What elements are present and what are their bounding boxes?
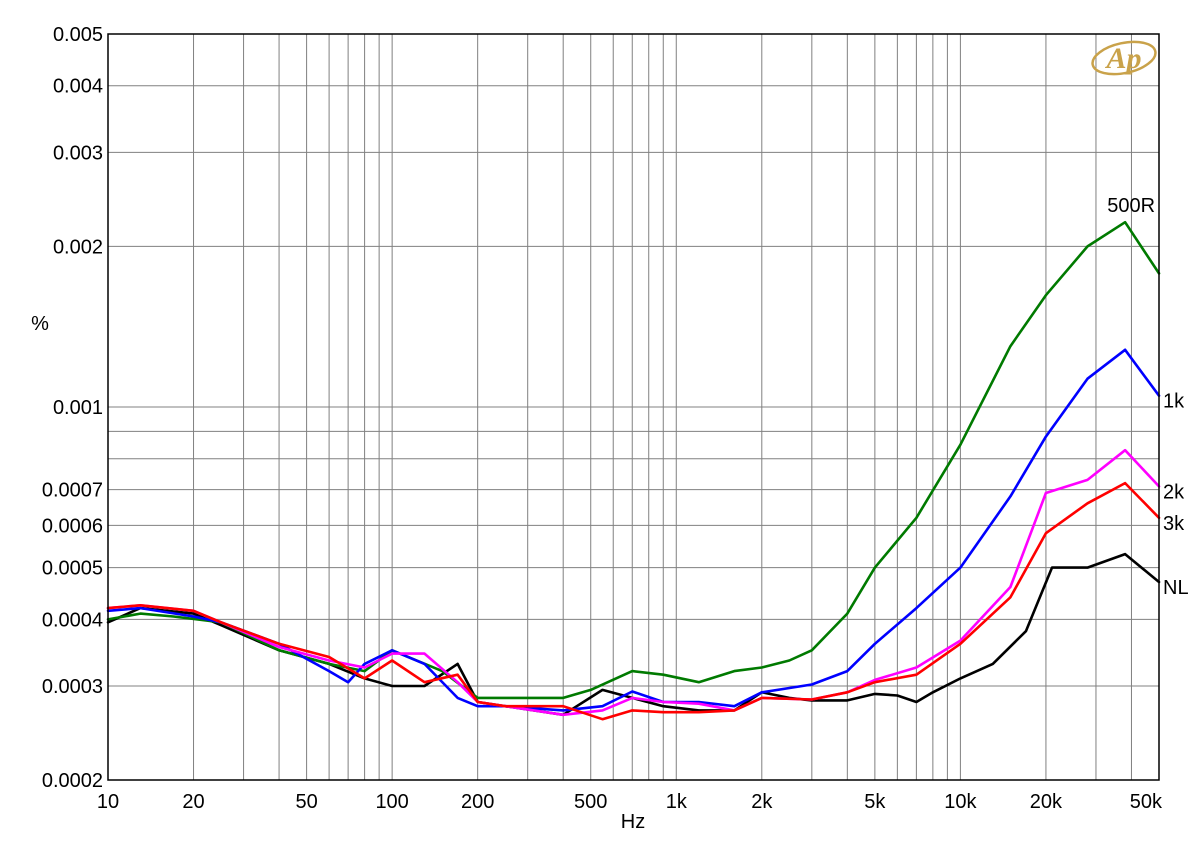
series-label-500r: 500R [1107,195,1155,217]
series-line-1k [106,348,1161,712]
x-tick-label: 100 [375,791,408,813]
ap-logo-text: Ap [1104,42,1141,75]
series-line-2k [106,448,1161,717]
x-tick-label: 10 [97,791,119,813]
x-tick-label: 20k [1030,791,1063,813]
x-tick-label: 5k [864,791,886,813]
y-tick-labels: 0.005 0.004 0.003 0.002 0.001 0.0007 0.0006 0.0… [42,24,103,792]
y-tick-label: 0.001 [53,397,103,419]
series-label-nl: NL [1163,577,1189,599]
series-line-3k [106,481,1161,721]
y-tick-label: 0.0005 [42,558,103,580]
x-tick-label: 50 [295,791,317,813]
ap-logo-swoosh [1091,40,1157,76]
y-tick-label: 0.002 [53,236,103,258]
y-tick-label: 0.005 [53,24,103,46]
series-label-2k: 2k [1163,481,1185,503]
y-tick-label: 0.0004 [42,609,103,631]
series-line-nl [106,552,1161,717]
x-tick-label: 10k [944,791,977,813]
series-layer [106,220,1161,721]
ap-logo: Ap [1091,40,1157,76]
plot-frame [107,33,1160,781]
y-tick-label: 0.0002 [42,770,103,792]
y-tick-label: 0.0007 [42,480,103,502]
y-axis-label: % [31,313,49,335]
y-tick-label: 0.0006 [42,515,103,537]
x-axis-label: Hz [621,811,645,833]
x-tick-label: 20 [182,791,204,813]
y-tick-label: 0.003 [53,142,103,164]
series-end-labels: 500R 1k 2k 3k NL [1107,195,1188,599]
series-line-500r [106,220,1161,700]
y-tick-label: 0.0003 [42,676,103,698]
series-label-3k: 3k [1163,513,1185,535]
x-tick-label: 500 [574,791,607,813]
x-tick-label: 1k [666,791,688,813]
series-label-1k: 1k [1163,391,1185,413]
x-tick-label: 2k [751,791,773,813]
y-tick-label: 0.004 [53,76,103,98]
x-tick-label: 50k [1130,791,1163,813]
x-tick-labels: 10 20 50 100 200 500 1k 2k 5k 10k 20k 50k [97,791,1163,813]
x-tick-label: 200 [461,791,494,813]
